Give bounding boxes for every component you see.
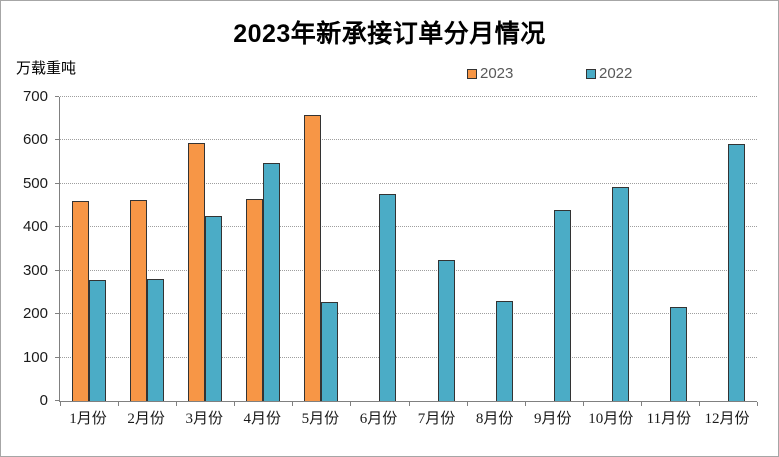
gridline-700 <box>60 96 757 97</box>
bar-2022-8月份 <box>496 301 513 401</box>
bar-2022-7月份 <box>438 260 455 401</box>
gridline-400 <box>60 226 757 228</box>
x-category-label-1: 1月份 <box>69 411 107 427</box>
y-tick-600 <box>55 139 59 141</box>
y-tick-200 <box>55 313 59 315</box>
x-tick-3 <box>234 402 235 406</box>
y-tick-100 <box>55 356 59 358</box>
bar-2022-4月份 <box>263 163 280 401</box>
bar-2022-11月份 <box>670 307 687 401</box>
x-category-label-9: 9月份 <box>533 411 572 427</box>
bar-2022-3月份 <box>205 216 222 401</box>
bar-2022-2月份 <box>147 279 164 401</box>
x-category-label-8: 8月份 <box>475 411 514 427</box>
y-tick-label-600: 600 <box>22 131 48 149</box>
bar-2022-12月份 <box>728 144 745 401</box>
x-category-label-7: 7月份 <box>417 411 456 427</box>
x-tick-12 <box>757 402 758 406</box>
bar-2023-1月份 <box>72 201 89 401</box>
x-category-label-11: 11月份 <box>646 411 692 427</box>
x-tick-7 <box>467 402 468 406</box>
legend-item-2022: 2022 <box>586 66 632 82</box>
y-tick-700 <box>55 96 59 97</box>
gridline-200 <box>60 313 757 315</box>
x-axis-labels: 1月份 2月份 3月份 4月份 5月份 6月份 7月份 8月份 9月份 10月份 11月份 12月份 <box>59 407 756 427</box>
y-tick-label-400: 400 <box>22 218 48 236</box>
legend-label-2023: 2023 <box>480 65 514 82</box>
x-category-label-10: 10月份 <box>588 411 634 427</box>
x-tick-2 <box>176 402 177 406</box>
x-tick-9 <box>583 402 584 406</box>
gridline-600 <box>60 139 757 141</box>
gridline-300 <box>60 269 757 271</box>
x-tick-4 <box>292 402 293 406</box>
legend-label-2022: 2022 <box>599 65 633 82</box>
y-tick-400 <box>55 226 59 228</box>
x-tick-11 <box>699 402 700 406</box>
x-category-label-3: 3月份 <box>185 411 223 427</box>
x-category-label-4: 4月份 <box>243 411 282 427</box>
y-tick-label-500: 500 <box>22 174 48 192</box>
legend-item-2023: 2023 <box>467 66 513 82</box>
x-tick-10 <box>641 402 642 406</box>
y-axis-unit-label: 万载重吨 <box>16 60 77 77</box>
gridline-500 <box>60 182 757 184</box>
bar-2023-2月份 <box>130 200 147 401</box>
chart-title: 2023年新承接订单分月情况 <box>233 20 546 48</box>
legend-swatch-2022 <box>586 69 596 79</box>
y-tick-label-200: 200 <box>22 305 48 323</box>
x-tick-6 <box>409 402 410 406</box>
bar-2022-9月份 <box>554 210 571 401</box>
plot-area <box>55 96 758 406</box>
x-category-label-12: 12月份 <box>704 411 750 427</box>
x-category-label-2: 2月份 <box>127 411 165 427</box>
bar-2023-4月份 <box>246 199 263 401</box>
y-tick-label-100: 100 <box>22 348 48 366</box>
x-tick-8 <box>525 402 526 406</box>
bar-2023-3月份 <box>188 143 205 401</box>
y-axis-labels: 0 100 200 300 400 500 600 700 <box>1 88 51 409</box>
y-tick-label-0: 0 <box>39 392 48 409</box>
y-tick-label-300: 300 <box>22 261 48 279</box>
x-tick-5 <box>350 402 351 406</box>
x-category-label-6: 6月份 <box>359 411 398 427</box>
bar-2022-10月份 <box>612 187 629 401</box>
bar-2022-6月份 <box>379 194 396 401</box>
x-category-label-5: 5月份 <box>301 411 340 427</box>
x-tick-0 <box>60 402 61 406</box>
bar-2022-5月份 <box>321 302 338 401</box>
legend: 2023 2022 <box>1 66 778 84</box>
x-tick-1 <box>118 402 119 406</box>
bar-2022-1月份 <box>89 280 106 401</box>
y-tick-label-700: 700 <box>22 88 48 105</box>
gridline-100 <box>60 356 757 358</box>
y-tick-0 <box>55 400 59 401</box>
legend-swatch-2023 <box>467 69 477 79</box>
y-tick-500 <box>55 182 59 184</box>
y-tick-300 <box>55 269 59 271</box>
bar-2023-5月份 <box>304 115 321 401</box>
